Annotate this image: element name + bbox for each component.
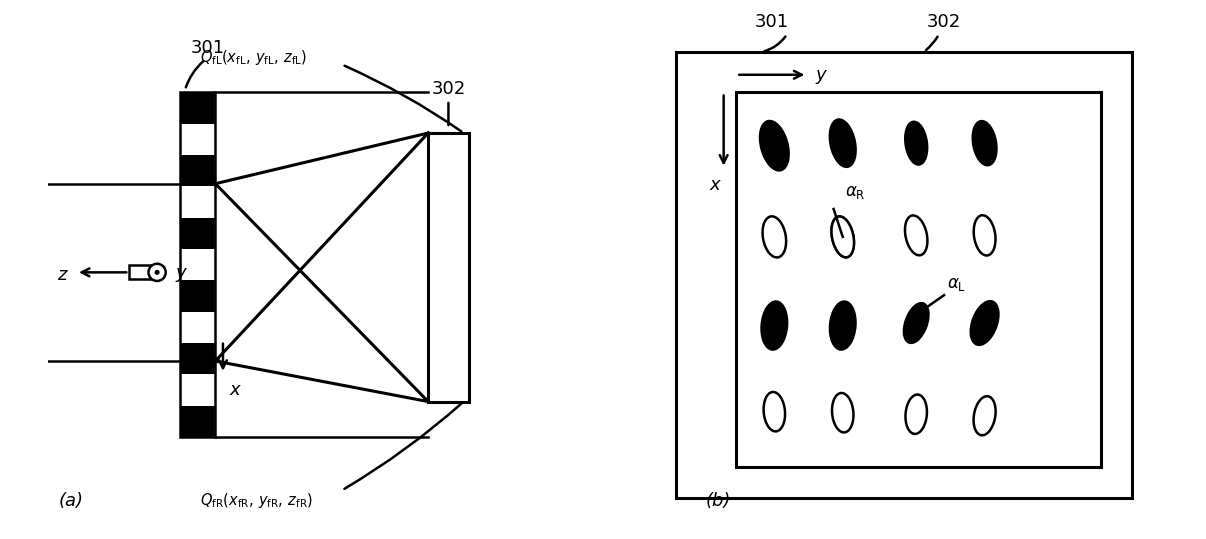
Ellipse shape [760, 121, 789, 170]
Bar [180, 280, 216, 312]
Ellipse shape [971, 301, 999, 345]
Ellipse shape [904, 303, 929, 343]
Bar [180, 218, 216, 249]
Bar [180, 93, 216, 124]
Text: $x$: $x$ [229, 381, 242, 399]
Text: $Q_{\mathrm{fL}}(x_{\mathrm{fL}},\,y_{\mathrm{fL}},\,z_{\mathrm{fL}})$: $Q_{\mathrm{fL}}(x_{\mathrm{fL}},\,y_{\m… [200, 47, 308, 66]
Text: 302: 302 [432, 80, 466, 98]
Bar [180, 124, 216, 155]
Ellipse shape [830, 120, 855, 167]
Ellipse shape [909, 309, 924, 337]
Ellipse shape [762, 216, 786, 258]
Text: (a): (a) [58, 493, 83, 510]
Text: $y$: $y$ [175, 266, 188, 284]
Bar [180, 186, 216, 218]
Polygon shape [216, 93, 428, 437]
Ellipse shape [761, 301, 788, 350]
Bar [180, 249, 216, 280]
Text: $y$: $y$ [815, 68, 829, 86]
Ellipse shape [763, 392, 785, 431]
Ellipse shape [831, 217, 854, 257]
Ellipse shape [906, 395, 927, 434]
Bar [180, 343, 216, 375]
Circle shape [148, 264, 165, 281]
Text: 301: 301 [755, 13, 789, 31]
Bar [180, 375, 216, 406]
Text: $\alpha_{\mathrm{R}}$: $\alpha_{\mathrm{R}}$ [845, 183, 866, 202]
Bar [737, 93, 1101, 467]
Ellipse shape [973, 215, 995, 255]
Text: 301: 301 [191, 39, 224, 57]
Bar [129, 265, 157, 279]
Bar [428, 133, 469, 402]
Text: $x$: $x$ [709, 176, 722, 194]
Text: $z$: $z$ [58, 266, 69, 284]
Text: (b): (b) [706, 493, 731, 510]
Ellipse shape [973, 121, 996, 165]
Ellipse shape [831, 217, 854, 257]
Bar [180, 312, 216, 343]
Ellipse shape [906, 122, 927, 164]
Ellipse shape [832, 393, 854, 432]
Bar [180, 93, 216, 437]
Bar [180, 155, 216, 186]
Text: 302: 302 [927, 13, 961, 31]
Text: $\alpha_{\mathrm{L}}$: $\alpha_{\mathrm{L}}$ [947, 275, 966, 293]
Circle shape [154, 270, 159, 275]
Ellipse shape [830, 301, 855, 350]
Ellipse shape [973, 396, 996, 436]
Bar [180, 406, 216, 437]
Ellipse shape [904, 216, 927, 255]
Bar [675, 52, 1131, 498]
Text: $Q_{\mathrm{fR}}(x_{\mathrm{fR}},\,y_{\mathrm{fR}},\,z_{\mathrm{fR}})$: $Q_{\mathrm{fR}}(x_{\mathrm{fR}},\,y_{\m… [200, 491, 314, 510]
